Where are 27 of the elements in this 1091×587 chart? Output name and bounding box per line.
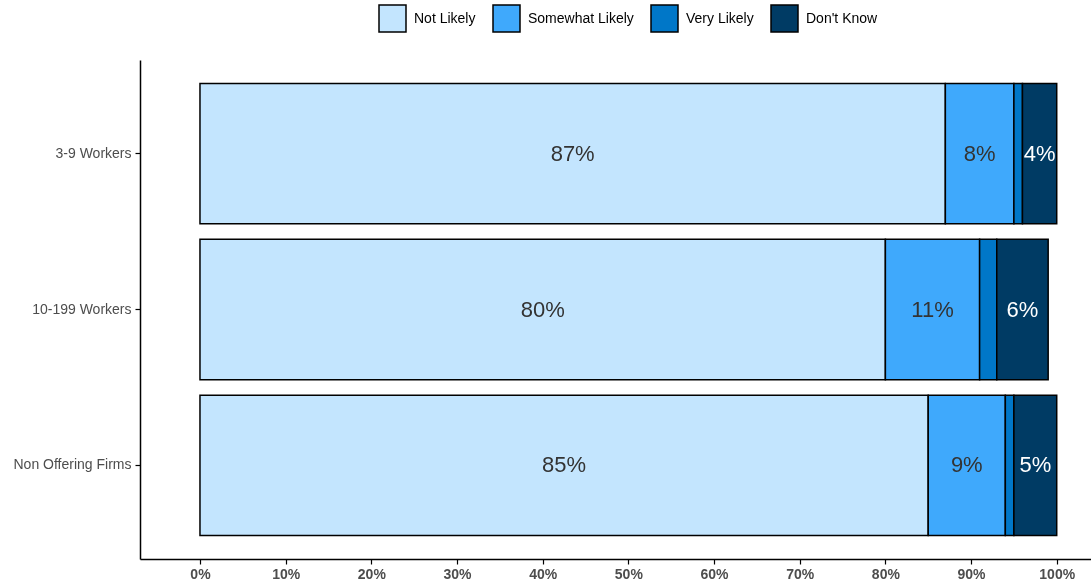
x-tick-label: 40% [529,565,558,582]
x-tick-label: 10% [272,565,301,582]
x-tick-label: 90% [957,565,987,582]
legend-label: Somewhat Likely [528,9,634,26]
x-tick-label: 60% [700,565,730,582]
data-label: 85% [542,452,587,478]
legend-label: Don't Know [806,9,879,26]
data-label: 87% [550,140,595,166]
x-tick-label: 80% [871,565,901,582]
x-tick-label: 0% [190,565,212,582]
x-tick-label: 20% [357,565,387,582]
data-label: 6% [1006,296,1039,322]
y-tick-label: 3-9 Workers [55,144,132,161]
data-label: 4% [1023,140,1056,166]
data-label: 80% [520,296,565,322]
x-tick-label: 50% [614,565,644,582]
x-tick-label: 70% [786,565,815,582]
legend-label: Not Likely [414,9,476,26]
x-tick-label: 30% [443,565,473,582]
data-label: 11% [911,296,954,322]
x-tick-label: 100% [1039,565,1076,582]
y-tick-label: Non Offering Firms [13,456,132,473]
data-label: 5% [1019,452,1052,478]
y-tick-label: 10-199 Workers [32,300,132,317]
legend-label: Very Likely [686,9,754,26]
data-label: 8% [963,140,996,166]
data-label: 9% [950,452,983,478]
